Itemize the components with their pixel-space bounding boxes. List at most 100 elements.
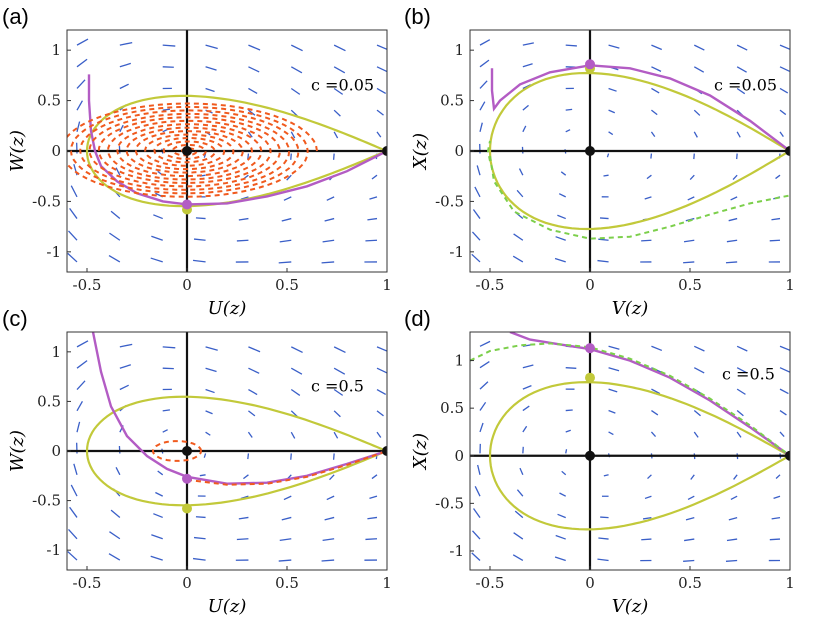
- vector-arrow: [68, 230, 78, 241]
- x-tick-label: 1: [785, 574, 795, 592]
- vector-arrow: [109, 531, 121, 540]
- vector-arrow: [248, 410, 256, 417]
- vector-arrow: [376, 87, 387, 94]
- vector-arrow: [775, 174, 781, 180]
- vector-arrow: [108, 553, 121, 561]
- vector-arrow: [157, 470, 164, 476]
- vector-arrow: [119, 62, 132, 68]
- vector-arrow: [647, 474, 652, 480]
- vector-arrow: [281, 217, 292, 222]
- vector-arrow: [687, 196, 695, 201]
- vector-arrow: [730, 495, 738, 500]
- vector-arrow: [205, 431, 211, 436]
- vector-arrow: [565, 367, 577, 369]
- x-tick-label: 1: [382, 276, 392, 294]
- vector-arrow: [641, 239, 652, 242]
- vector-arrow: [248, 367, 260, 374]
- vector-arrow: [205, 44, 218, 50]
- vector-arrow: [236, 538, 249, 541]
- y-tick-label: -0.5: [32, 492, 61, 510]
- panel-label: (c): [2, 306, 28, 331]
- vector-arrow: [779, 388, 789, 395]
- vector-arrow: [565, 449, 568, 454]
- x-tick-label: -0.5: [476, 276, 505, 294]
- vector-arrow: [248, 66, 260, 73]
- vector-arrow: [322, 239, 335, 243]
- x-tick-label: 0.5: [678, 276, 702, 294]
- vector-arrow: [290, 109, 298, 117]
- vector-arrow: [693, 367, 705, 374]
- vector-arrow: [76, 380, 86, 390]
- vector-arrow: [376, 131, 382, 138]
- vector-arrow: [694, 345, 705, 352]
- vector-arrow: [779, 410, 787, 416]
- vector-arrow: [324, 516, 335, 521]
- vector-arrow: [69, 207, 78, 219]
- vector-arrow: [332, 453, 335, 460]
- equilibrium-point: [585, 343, 595, 354]
- x-tick-label: 0.5: [678, 574, 702, 592]
- plot-area: [470, 332, 790, 570]
- vector-arrow: [369, 196, 378, 200]
- vector-arrow: [333, 44, 346, 52]
- curve-trajectory: [87, 74, 387, 206]
- vector-arrow: [369, 495, 378, 500]
- vector-arrow: [321, 559, 335, 562]
- vector-arrow: [333, 66, 346, 74]
- vector-arrow: [779, 87, 789, 94]
- y-tick-label: -0.5: [435, 494, 464, 512]
- vector-arrow: [554, 556, 566, 562]
- vector-arrow: [733, 474, 738, 480]
- equilibrium-point: [182, 503, 192, 514]
- vector-arrow: [479, 39, 491, 46]
- panel-label: (a): [2, 4, 29, 29]
- vector-arrow: [153, 214, 163, 220]
- x-axis-label: V(z): [612, 298, 649, 319]
- curve-dashed-ring: [151, 440, 202, 462]
- equilibrium-point: [182, 473, 192, 484]
- vector-arrow: [70, 484, 78, 497]
- vector-arrow: [110, 210, 121, 220]
- vector-arrow: [522, 42, 534, 46]
- x-tick-label: 0.5: [275, 276, 299, 294]
- vector-arrow: [690, 474, 695, 480]
- vector-arrow: [290, 346, 303, 353]
- vector-arrow: [471, 552, 481, 561]
- panel-d: -0.5 0 0.5 1 -1 -0.5 0 0.5 1 V(z) X(z) c =0.5 (d): [404, 306, 795, 617]
- vector-arrow: [192, 259, 206, 263]
- vector-arrow: [479, 340, 491, 347]
- x-tick-label: 0: [585, 574, 595, 592]
- vector-arrow: [69, 506, 78, 518]
- vector-arrow: [779, 44, 790, 51]
- curve-dashed-lower: [186, 450, 387, 486]
- equilibrium-point: [585, 59, 595, 70]
- vector-arrow: [151, 534, 163, 540]
- vector-arrow: [513, 233, 524, 241]
- vector-arrow: [736, 367, 748, 374]
- vector-arrow: [155, 491, 164, 497]
- vector-arrow: [608, 367, 620, 372]
- panel-label: (d): [404, 306, 431, 331]
- vector-arrow: [693, 66, 705, 73]
- vector-arrow: [554, 257, 566, 263]
- vector-arrow: [333, 109, 341, 117]
- vector-arrow: [693, 131, 698, 138]
- vector-arrow: [119, 364, 132, 369]
- vector-arrow: [119, 124, 124, 133]
- vector-arrow: [376, 66, 387, 73]
- y-tick-label: 1: [51, 41, 61, 59]
- vector-arrow: [286, 174, 292, 181]
- plot-area: [470, 30, 790, 272]
- vector-arrow: [559, 492, 567, 497]
- x-tick-label: 1: [785, 276, 795, 294]
- vector-arrow: [736, 87, 746, 95]
- vector-arrow: [279, 239, 292, 243]
- vector-arrow: [513, 532, 524, 540]
- vector-arrow: [108, 254, 121, 263]
- vector-arrow: [561, 470, 567, 476]
- homoclinic-loop: [85, 395, 387, 507]
- vector-arrow: [238, 516, 249, 520]
- x-tick-label: -0.5: [73, 574, 102, 592]
- y-tick-label: -1: [46, 541, 61, 559]
- equilibrium-point: [182, 146, 192, 156]
